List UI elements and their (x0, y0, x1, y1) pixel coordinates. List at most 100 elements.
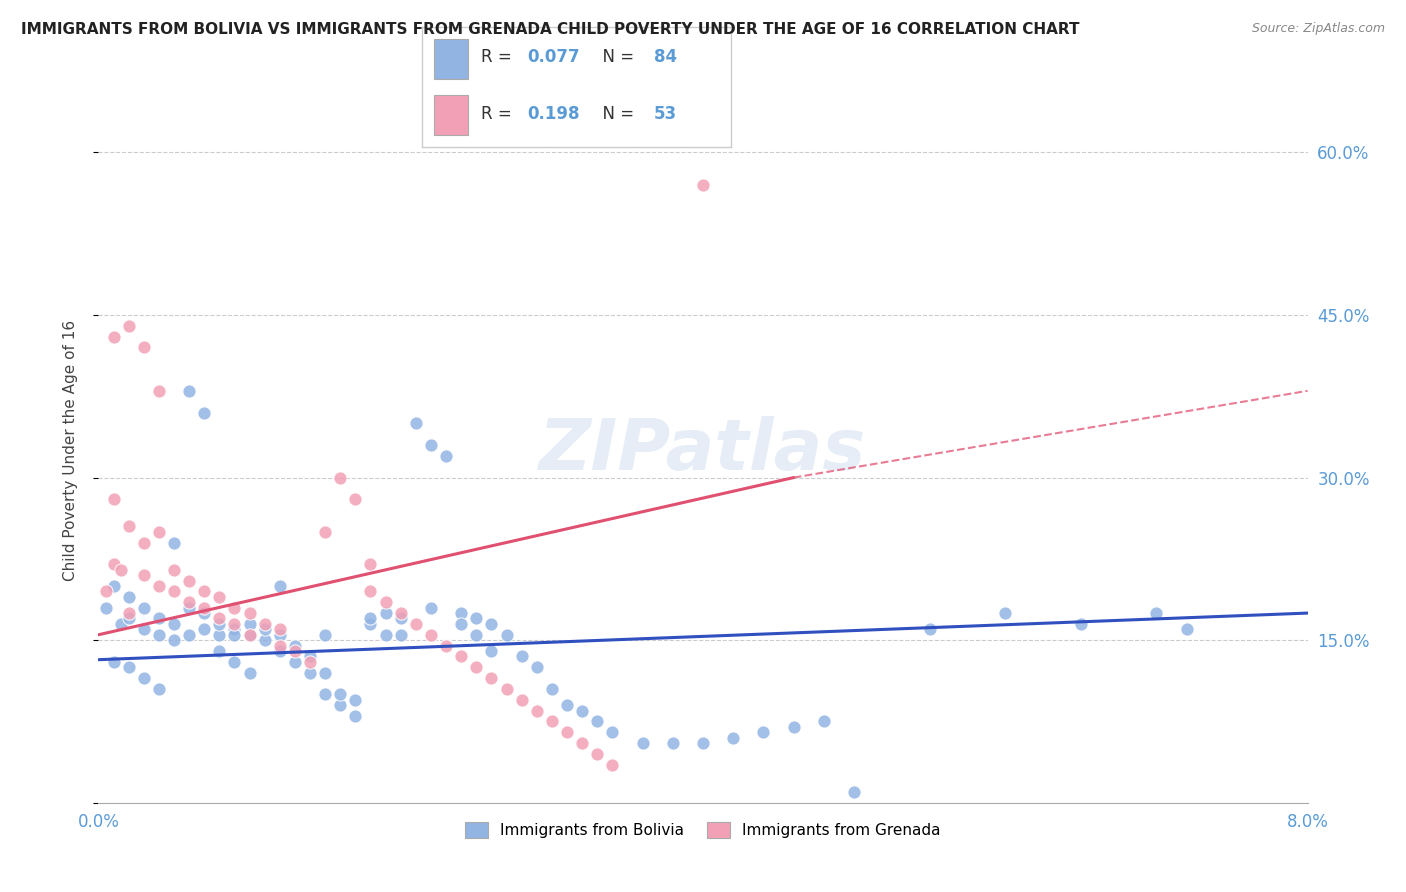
Text: N =: N = (592, 105, 640, 123)
Text: Source: ZipAtlas.com: Source: ZipAtlas.com (1251, 22, 1385, 36)
Point (148, 628, 170, 642)
Point (253, 623, 276, 637)
Point (224, 623, 246, 637)
Point (571, 704, 593, 718)
Point (224, 655, 246, 669)
Point (118, 519, 141, 533)
Point (1070, 616, 1092, 631)
Point (360, 611, 382, 625)
Point (299, 655, 322, 669)
Point (602, 725, 624, 739)
Point (450, 649, 472, 664)
Point (208, 644, 231, 658)
Point (284, 639, 307, 653)
Point (163, 633, 186, 648)
Point (148, 681, 170, 696)
Point (692, 736, 714, 750)
Point (344, 492, 367, 507)
Point (329, 470, 352, 484)
Point (208, 611, 231, 625)
Point (193, 606, 215, 620)
Point (132, 535, 155, 549)
Point (374, 628, 396, 642)
Point (224, 616, 246, 631)
Point (118, 611, 141, 625)
Point (239, 606, 262, 620)
Point (344, 693, 367, 707)
Point (1175, 623, 1198, 637)
FancyBboxPatch shape (434, 95, 468, 136)
Point (389, 611, 412, 625)
Point (450, 616, 472, 631)
Point (994, 606, 1017, 620)
Point (118, 660, 141, 674)
Y-axis label: Child Poverty Under the Age of 16: Child Poverty Under the Age of 16 (63, 320, 77, 581)
Point (526, 660, 548, 674)
Point (179, 600, 201, 615)
Point (783, 720, 806, 734)
Point (314, 524, 336, 539)
Point (526, 704, 548, 718)
Point (465, 611, 488, 625)
Point (344, 709, 367, 723)
Point (510, 693, 533, 707)
Point (269, 639, 291, 653)
Point (148, 579, 170, 593)
Point (208, 616, 231, 631)
Point (148, 384, 170, 398)
Point (481, 644, 503, 658)
Point (360, 584, 382, 599)
Point (269, 644, 291, 658)
Point (555, 725, 578, 739)
Point (253, 633, 276, 648)
Point (389, 628, 412, 642)
Point (269, 623, 291, 637)
Point (360, 558, 382, 572)
Point (314, 628, 336, 642)
Point (420, 600, 443, 615)
Point (94, 600, 117, 615)
Point (239, 616, 262, 631)
Point (132, 623, 155, 637)
Point (208, 590, 231, 604)
Point (918, 623, 941, 637)
Point (450, 606, 472, 620)
Point (239, 665, 262, 680)
Point (208, 628, 231, 642)
Point (420, 628, 443, 642)
Point (692, 178, 714, 192)
Legend: Immigrants from Bolivia, Immigrants from Grenada: Immigrants from Bolivia, Immigrants from… (458, 816, 948, 845)
Point (314, 665, 336, 680)
Point (299, 665, 322, 680)
Point (571, 736, 593, 750)
Point (510, 649, 533, 664)
Point (110, 563, 132, 577)
Point (374, 606, 396, 620)
Point (132, 671, 155, 685)
Text: 0.198: 0.198 (527, 105, 579, 123)
Point (193, 405, 215, 419)
Point (555, 698, 578, 713)
Point (163, 584, 186, 599)
Point (179, 628, 201, 642)
Point (132, 600, 155, 615)
Text: IMMIGRANTS FROM BOLIVIA VS IMMIGRANTS FROM GRENADA CHILD POVERTY UNDER THE AGE O: IMMIGRANTS FROM BOLIVIA VS IMMIGRANTS FR… (21, 22, 1080, 37)
Point (103, 492, 125, 507)
Point (314, 687, 336, 701)
Point (132, 341, 155, 355)
Text: ZIPatlas: ZIPatlas (540, 416, 866, 485)
Point (103, 558, 125, 572)
Point (132, 568, 155, 582)
Point (813, 714, 835, 729)
Point (602, 757, 624, 772)
Point (329, 698, 352, 713)
Point (329, 687, 352, 701)
Point (389, 606, 412, 620)
Point (284, 655, 307, 669)
Point (465, 628, 488, 642)
Point (299, 649, 322, 664)
Text: 0.077: 0.077 (527, 48, 579, 67)
Point (224, 600, 246, 615)
Point (631, 736, 654, 750)
Point (434, 449, 457, 463)
